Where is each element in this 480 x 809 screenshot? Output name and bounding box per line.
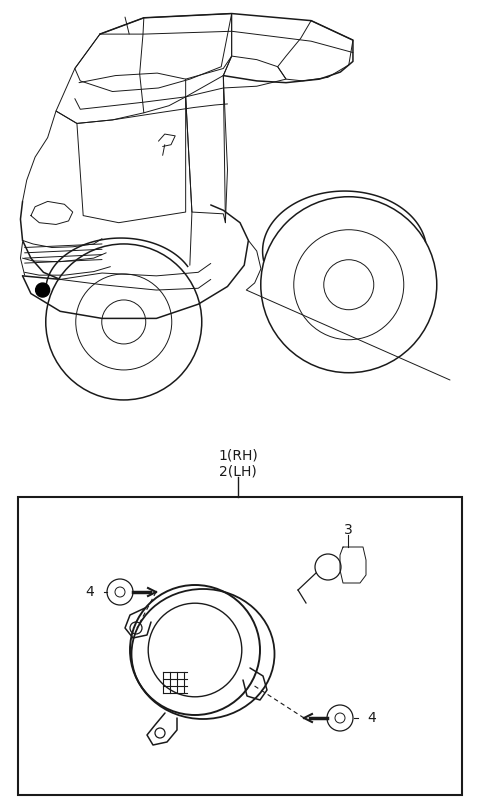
Text: 1(RH): 1(RH) — [218, 448, 258, 462]
Bar — [18, 497, 462, 795]
Text: 4: 4 — [368, 711, 376, 725]
Text: 2(LH): 2(LH) — [219, 464, 257, 478]
Text: 4: 4 — [85, 585, 95, 599]
Circle shape — [36, 283, 49, 297]
Text: 3: 3 — [344, 523, 352, 537]
